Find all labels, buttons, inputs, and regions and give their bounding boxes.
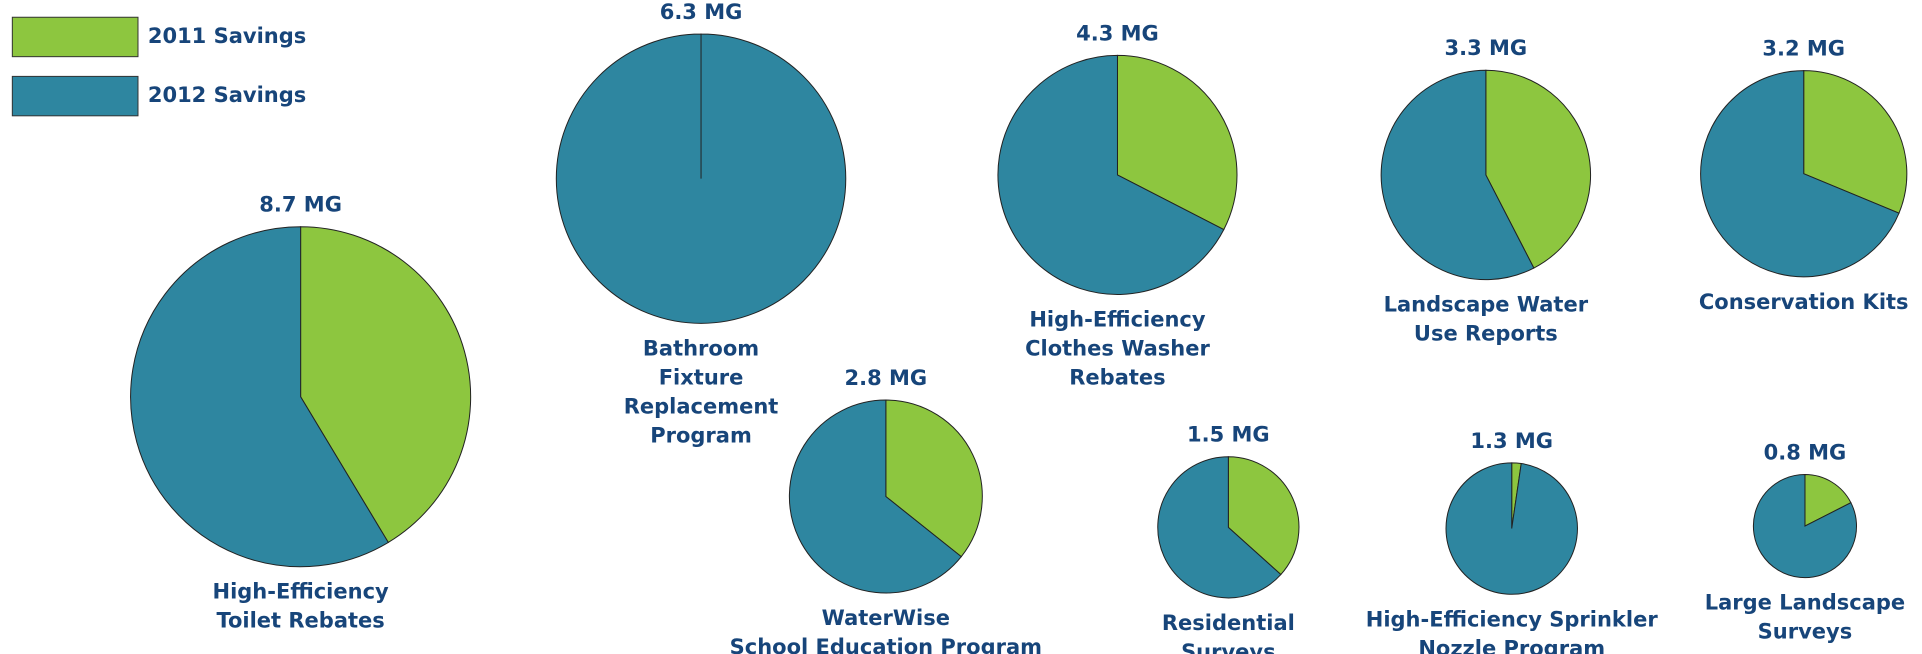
- pie-title: Surveys: [1181, 640, 1276, 654]
- pie-title: Surveys: [1758, 620, 1853, 644]
- pie-slice: [788, 399, 962, 594]
- pie-slice: [1804, 474, 1852, 527]
- pie-total-label: 6.3 MG: [660, 0, 743, 24]
- pie-slice: [1803, 70, 1908, 214]
- pie-title: Program: [650, 423, 752, 447]
- pie-title: Nozzle Program: [1418, 636, 1605, 654]
- pie-slice: [300, 226, 472, 544]
- pie-title: Conservation Kits: [1699, 290, 1909, 314]
- pie-slice: [555, 33, 847, 324]
- pie-slice: [1157, 456, 1282, 599]
- pie-slice: [1700, 70, 1900, 278]
- pie-slice: [1485, 69, 1592, 269]
- pie-slice: [1380, 69, 1535, 281]
- pie-title: School Education Program: [730, 635, 1042, 654]
- pie-total-label: 0.8 MG: [1764, 441, 1847, 465]
- pie-slice: [1445, 462, 1578, 595]
- pie-title: Replacement: [624, 394, 779, 418]
- pie-total-label: 1.5 MG: [1187, 423, 1270, 447]
- pie-title: Use Reports: [1414, 322, 1558, 346]
- pie-slice: [1227, 456, 1300, 576]
- pie-title: Clothes Washer: [1025, 336, 1210, 360]
- pie-slice: [130, 226, 389, 568]
- legend-swatch: [11, 75, 139, 117]
- pie-title: Fixture: [659, 365, 744, 389]
- legend-swatch: [11, 16, 139, 58]
- pie-title: Bathroom: [643, 336, 759, 360]
- pie-slice: [1116, 54, 1238, 231]
- pie-total-label: 1.3 MG: [1470, 429, 1553, 453]
- pie-total-label: 8.7 MG: [259, 193, 342, 217]
- pie-title: High-Efficiency: [213, 580, 390, 604]
- pie-slice: [885, 399, 983, 558]
- pie-title: High-Efficiency Sprinkler: [1366, 607, 1659, 631]
- pie-title: Toilet Rebates: [216, 609, 384, 633]
- pie-title: Large Landscape: [1705, 591, 1905, 615]
- pie-slice: [997, 54, 1225, 295]
- legend-label: 2012 Savings: [148, 83, 306, 107]
- pie-total-label: 3.3 MG: [1445, 36, 1528, 60]
- pie-total-label: 2.8 MG: [845, 366, 928, 390]
- pie-slice: [1752, 474, 1858, 579]
- pie-title: WaterWise: [822, 606, 950, 630]
- pie-total-label: 3.2 MG: [1762, 37, 1845, 61]
- pie-title: High-Efficiency: [1029, 307, 1206, 331]
- pie-title: Landscape Water: [1384, 293, 1589, 317]
- pie-total-label: 4.3 MG: [1076, 21, 1159, 45]
- pie-title: Residential: [1162, 611, 1295, 635]
- pie-title: Rebates: [1069, 365, 1165, 389]
- legend-label: 2011 Savings: [148, 24, 306, 48]
